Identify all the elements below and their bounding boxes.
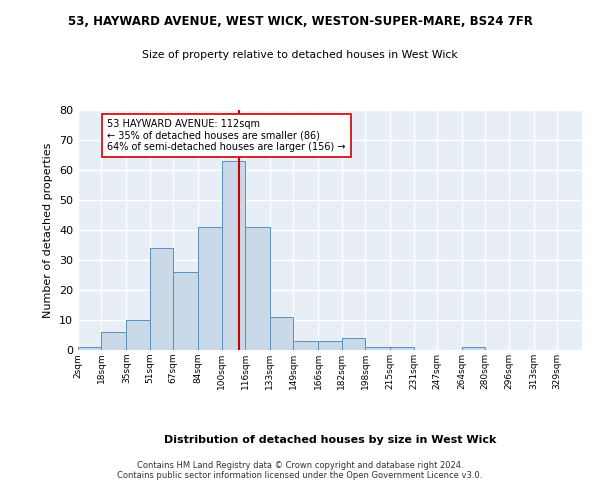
Bar bbox=[101, 332, 127, 350]
Y-axis label: Number of detached properties: Number of detached properties bbox=[43, 142, 53, 318]
Text: 53 HAYWARD AVENUE: 112sqm
← 35% of detached houses are smaller (86)
64% of semi-: 53 HAYWARD AVENUE: 112sqm ← 35% of detac… bbox=[107, 119, 346, 152]
Bar bbox=[318, 341, 342, 350]
Bar bbox=[173, 272, 198, 350]
Bar bbox=[293, 341, 318, 350]
Text: Contains HM Land Registry data © Crown copyright and database right 2024.
Contai: Contains HM Land Registry data © Crown c… bbox=[118, 460, 482, 480]
Bar bbox=[462, 347, 485, 350]
Bar bbox=[221, 161, 245, 350]
Bar bbox=[270, 317, 293, 350]
Text: Size of property relative to detached houses in West Wick: Size of property relative to detached ho… bbox=[142, 50, 458, 60]
Bar bbox=[390, 347, 413, 350]
Bar bbox=[127, 320, 150, 350]
Bar bbox=[150, 248, 173, 350]
Text: Distribution of detached houses by size in West Wick: Distribution of detached houses by size … bbox=[164, 435, 496, 445]
Bar bbox=[198, 227, 221, 350]
Bar bbox=[365, 347, 390, 350]
Text: 53, HAYWARD AVENUE, WEST WICK, WESTON-SUPER-MARE, BS24 7FR: 53, HAYWARD AVENUE, WEST WICK, WESTON-SU… bbox=[68, 15, 532, 28]
Bar bbox=[78, 347, 101, 350]
Bar bbox=[245, 227, 270, 350]
Bar bbox=[342, 338, 365, 350]
